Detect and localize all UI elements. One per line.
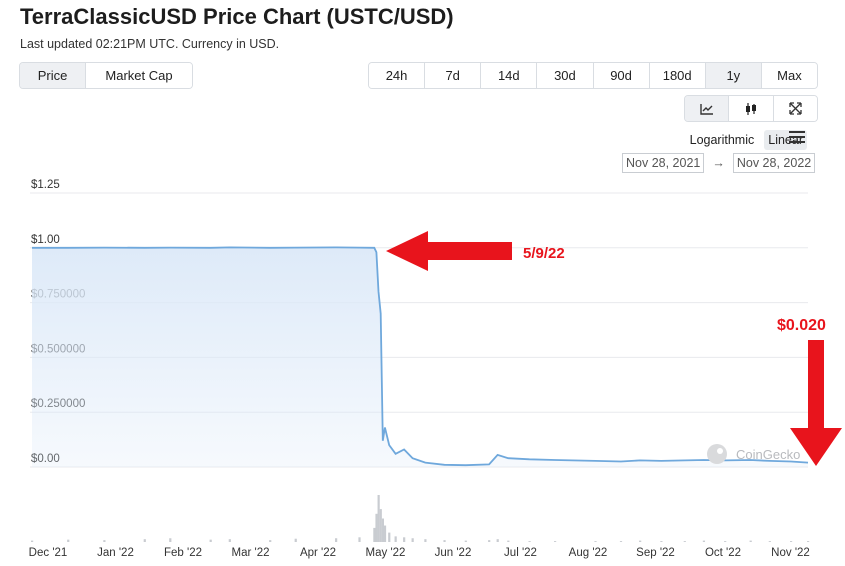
volume-bar	[269, 540, 272, 542]
volume-bar	[169, 538, 172, 542]
volume-bar	[377, 495, 380, 542]
volume-bar	[619, 541, 623, 542]
metric-toggle: Price Market Cap	[19, 62, 193, 89]
volume-bar	[375, 513, 378, 542]
x-tick-label: Nov '22	[771, 547, 810, 559]
watermark-text: CoinGecko	[736, 447, 800, 462]
volume-bar	[528, 541, 531, 542]
down-arrow-icon	[790, 340, 842, 466]
x-tick-label: Sep '22	[636, 547, 675, 559]
logarithmic-option[interactable]: Logarithmic	[689, 133, 755, 147]
volume-bar	[488, 540, 491, 542]
volume-bar	[507, 540, 510, 542]
range-24h-button[interactable]: 24h	[369, 63, 426, 88]
candlestick-button[interactable]	[729, 96, 774, 121]
expand-button[interactable]	[773, 96, 817, 121]
coingecko-logo-eye-icon	[717, 448, 723, 454]
event-date-label: 5/9/22	[523, 245, 565, 262]
x-tick-label: Feb '22	[164, 547, 202, 559]
line-chart-icon	[699, 103, 713, 115]
volume-bar	[594, 541, 597, 542]
volume-bar	[411, 538, 414, 542]
volume-bar	[379, 509, 382, 542]
range-14d-button[interactable]: 14d	[481, 63, 538, 88]
time-range-selector: 24h 7d 14d 30d 90d 180d 1y Max	[368, 62, 818, 89]
range-max-button[interactable]: Max	[761, 63, 817, 88]
volume-bar	[383, 525, 387, 542]
volume-bar	[789, 541, 793, 542]
volume-bar	[143, 539, 146, 542]
volume-bar	[464, 540, 467, 542]
date-range: Nov 28, 2021 → Nov 28, 2022	[622, 153, 816, 173]
last-updated-text: Last updated 02:21PM UTC. Currency in US…	[20, 37, 280, 51]
date-from-input[interactable]: Nov 28, 2021	[622, 153, 705, 173]
volume-bar	[67, 539, 70, 542]
candlestick-icon	[745, 102, 756, 115]
volume-bar	[496, 539, 499, 542]
volume-bar	[639, 540, 642, 542]
range-30d-button[interactable]: 30d	[537, 63, 594, 88]
volume-bar	[702, 540, 706, 542]
price-line	[32, 246, 809, 467]
menu-icon[interactable]	[789, 131, 805, 143]
volume-bar	[388, 532, 391, 542]
price-annotation-label: $0.020	[777, 317, 826, 334]
arrow-right-icon: →	[712, 156, 725, 170]
volume-bar	[683, 541, 686, 542]
volume-bar	[209, 539, 212, 542]
volume-bar	[394, 536, 397, 542]
range-7d-button[interactable]: 7d	[425, 63, 482, 88]
x-tick-label: Mar '22	[232, 547, 270, 559]
volume-bar	[103, 540, 106, 542]
volume-bar	[31, 540, 34, 542]
volume-bar	[335, 538, 338, 542]
x-tick-label: Jan '22	[97, 547, 134, 559]
range-90d-button[interactable]: 90d	[593, 63, 650, 88]
y-tick-label: $1.00	[31, 234, 60, 246]
volume-bar	[294, 538, 297, 542]
tab-price[interactable]: Price	[20, 63, 86, 88]
tab-market-cap[interactable]: Market Cap	[86, 63, 192, 88]
price-area	[32, 247, 808, 467]
volume-bar	[749, 540, 752, 542]
x-tick-label: May '22	[366, 547, 406, 559]
volume-bar	[358, 537, 361, 542]
x-tick-label: Jul '22	[504, 547, 537, 559]
page-title: TerraClassicUSD Price Chart (USTC/USD)	[20, 4, 454, 29]
volume-bar	[443, 540, 446, 542]
volume-bar	[424, 539, 427, 542]
range-180d-button[interactable]: 180d	[649, 63, 706, 88]
x-tick-label: Aug '22	[569, 547, 608, 559]
volume-bar	[373, 527, 376, 542]
line-chart-button[interactable]	[685, 96, 730, 121]
date-to-input[interactable]: Nov 28, 2022	[732, 153, 816, 173]
range-1y-button[interactable]: 1y	[705, 63, 762, 88]
volume-bar	[403, 537, 406, 542]
volume-bar	[807, 541, 810, 542]
volume-bar	[554, 541, 557, 542]
x-tick-label: Apr '22	[300, 547, 336, 559]
volume-bar	[228, 539, 231, 542]
x-tick-label: Dec '21	[29, 547, 68, 559]
volume-bar	[381, 518, 384, 542]
volume-bar	[724, 541, 727, 542]
chart-type-selector	[684, 95, 818, 122]
volume-bar	[660, 541, 663, 542]
volume-bar	[768, 541, 771, 542]
x-tick-label: Jun '22	[435, 547, 472, 559]
event-arrow-icon	[386, 231, 512, 271]
coingecko-logo-icon	[707, 444, 727, 464]
x-tick-label: Oct '22	[705, 547, 741, 559]
y-tick-label: $1.25	[31, 179, 60, 191]
expand-icon	[789, 102, 802, 115]
